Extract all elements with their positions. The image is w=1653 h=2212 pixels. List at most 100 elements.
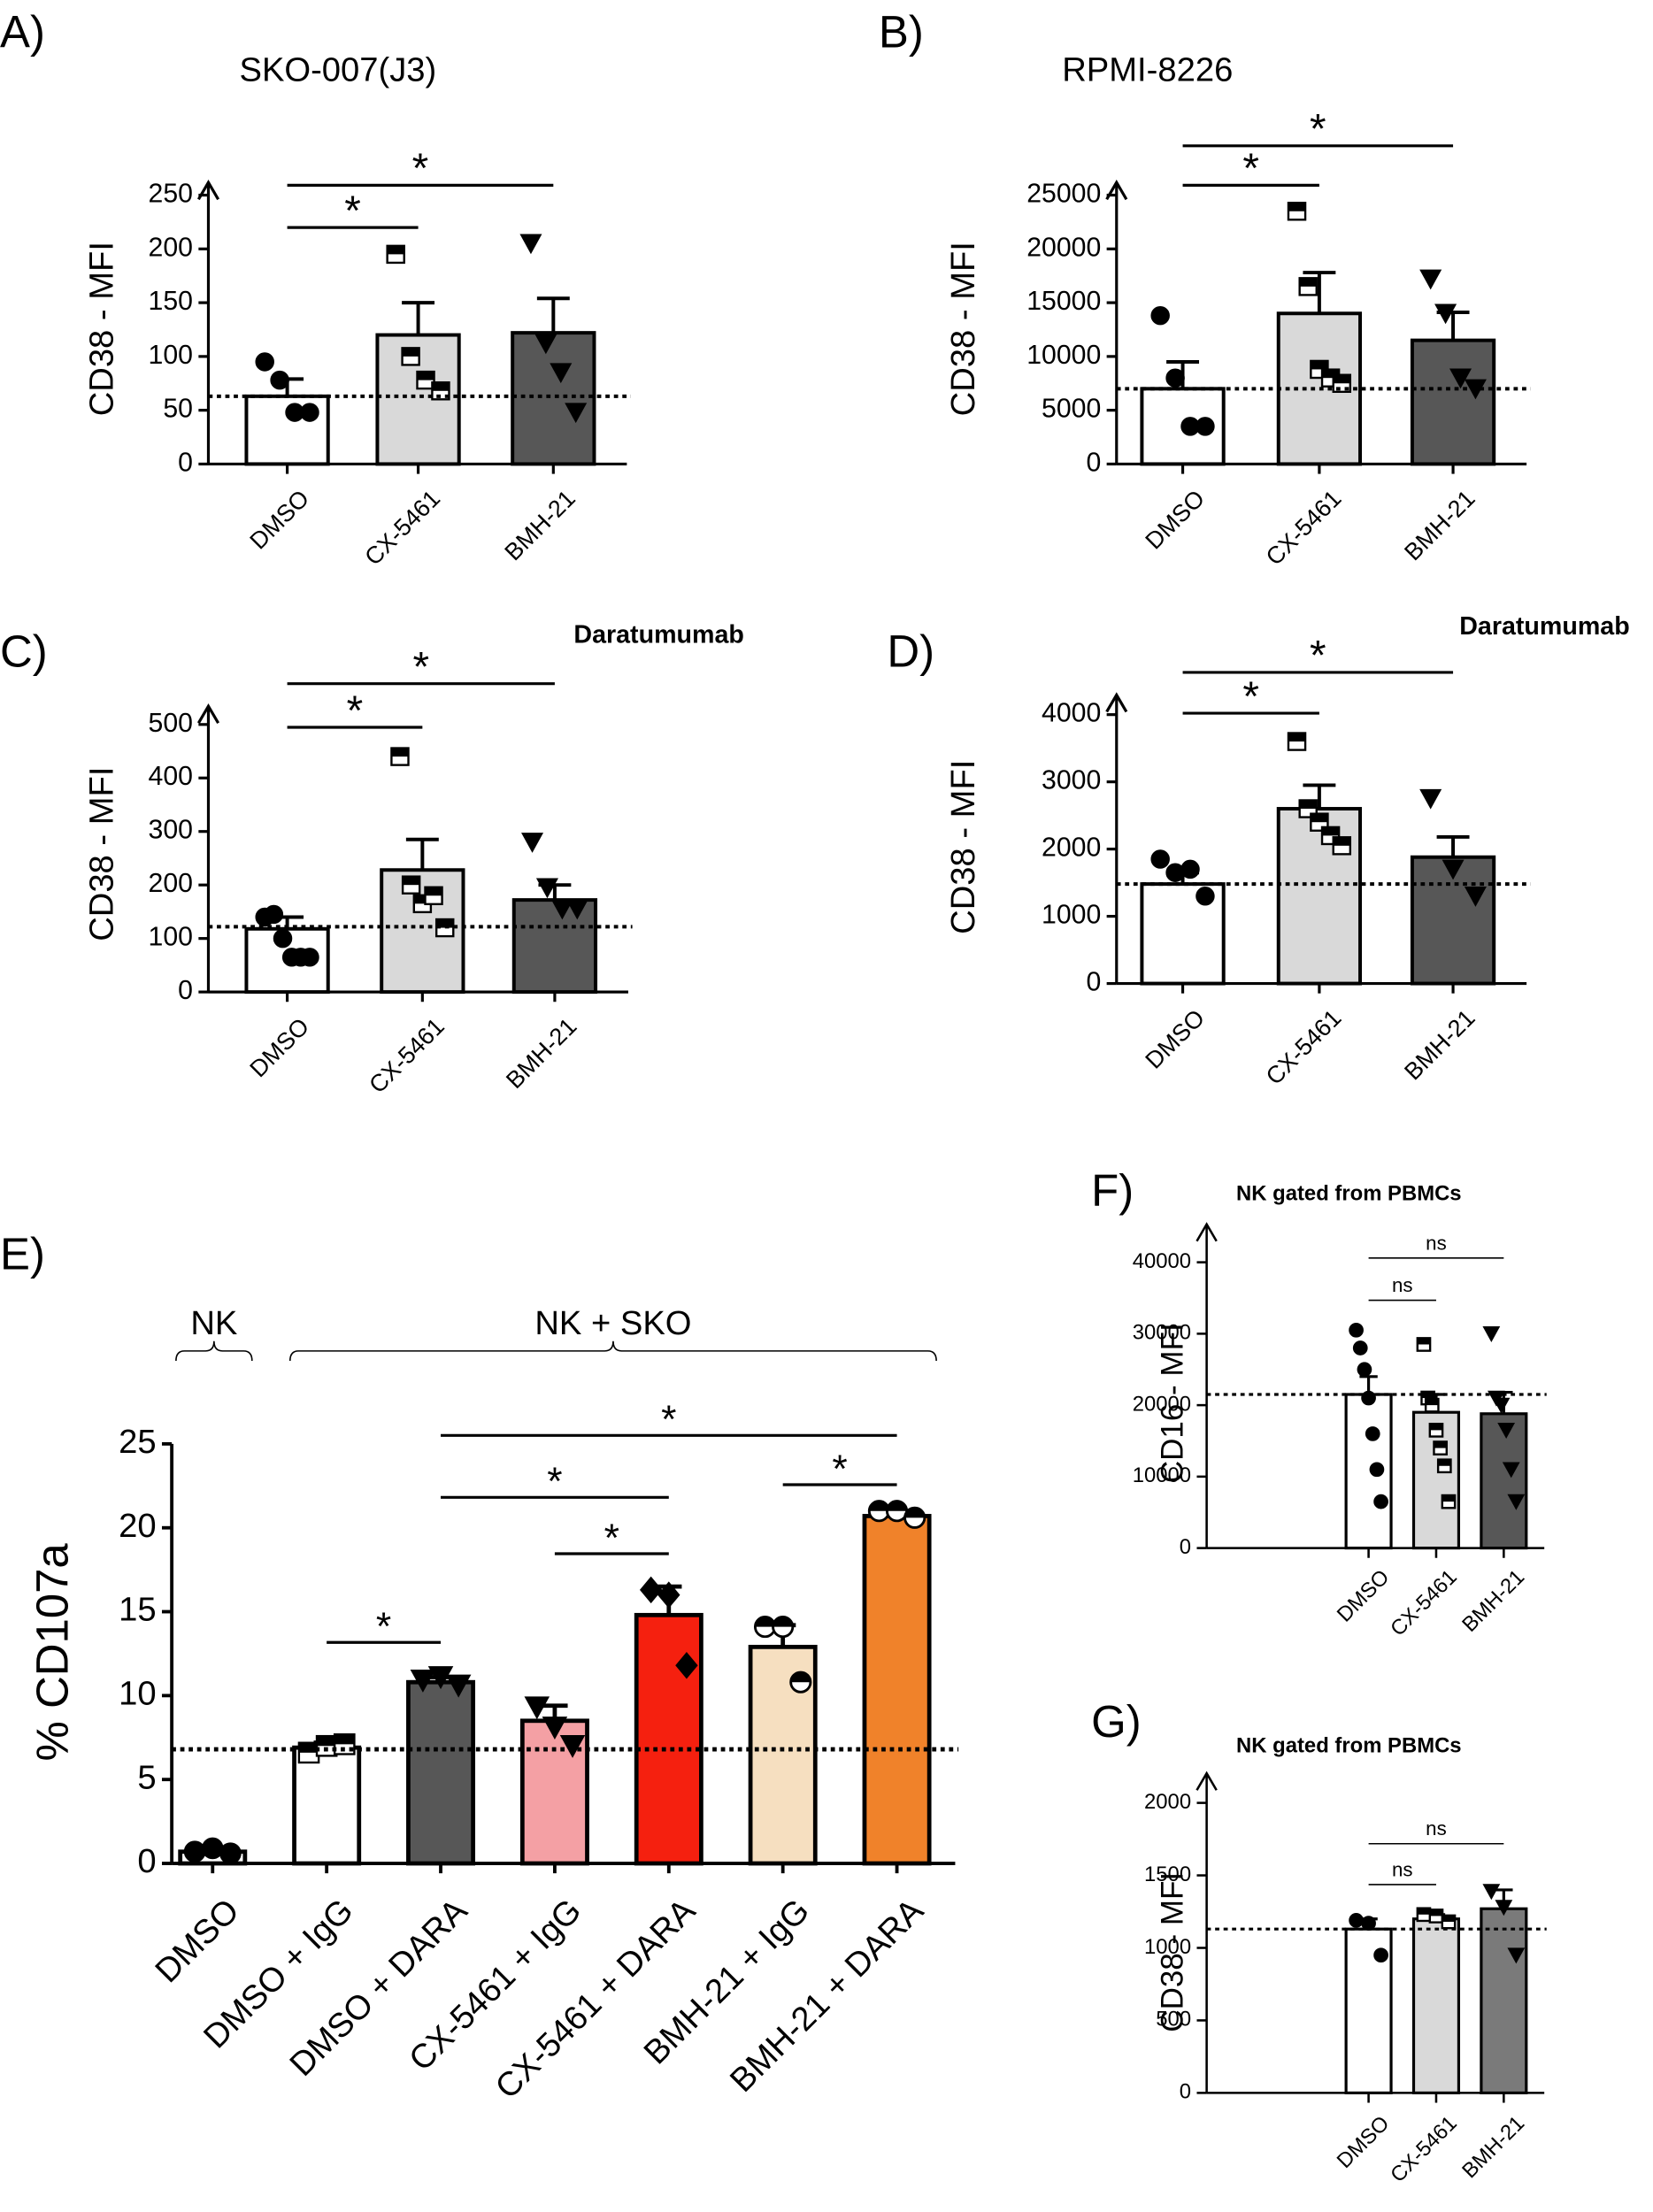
y-axis-label: CD38 - MFI bbox=[944, 760, 982, 934]
y-tick-label: 0 bbox=[137, 1842, 156, 1880]
point bbox=[1434, 303, 1457, 325]
y-tick-label: 30000 bbox=[1133, 1321, 1191, 1345]
point bbox=[1495, 1900, 1513, 1916]
point-fill bbox=[1311, 813, 1328, 823]
bar bbox=[634, 1612, 703, 1866]
significance-label: * bbox=[547, 1460, 562, 1503]
point bbox=[521, 833, 544, 853]
y-tick-label: 400 bbox=[149, 762, 193, 791]
point bbox=[1419, 788, 1442, 810]
x-tick-label: CX-5461 + DARA bbox=[488, 1891, 703, 2106]
point bbox=[1150, 305, 1170, 326]
point bbox=[657, 1581, 680, 1609]
point-fill bbox=[425, 887, 442, 896]
point bbox=[1180, 859, 1200, 879]
x-tick-label: CX-5461 bbox=[1386, 1565, 1462, 1641]
panel: G) NK gated from PBMCs CD38 - MFI 0 500 1000 1… bbox=[1091, 1696, 1547, 2187]
x-tick-label: BMH-21 bbox=[1399, 485, 1480, 565]
bar bbox=[862, 1514, 932, 1866]
point-half bbox=[904, 1508, 925, 1518]
y-axis-label: % CD107a bbox=[27, 1543, 77, 1762]
x-tick-label: DMSO bbox=[1333, 2111, 1395, 2173]
x-tick-label: CX-5461 bbox=[364, 1013, 450, 1099]
point-fill bbox=[1299, 278, 1317, 287]
point bbox=[1497, 1423, 1516, 1440]
x-tick-label: BMH-21 bbox=[1399, 1004, 1480, 1085]
panel-letter: E) bbox=[0, 1229, 45, 1279]
group-brace bbox=[288, 1340, 937, 1362]
chart-title: SKO-007(J3) bbox=[239, 51, 436, 89]
point bbox=[1441, 1494, 1457, 1509]
point bbox=[1482, 1884, 1501, 1901]
point bbox=[1373, 1947, 1388, 1963]
point bbox=[772, 1616, 795, 1639]
panel: D) Daratumumab CD38 - MFI 0 1000 2000 3000 4000… bbox=[887, 612, 1629, 1090]
point-fill bbox=[1434, 1441, 1447, 1448]
point-fill bbox=[1288, 733, 1306, 742]
significance-label: ns bbox=[1426, 1232, 1447, 1254]
point bbox=[424, 886, 443, 906]
error-bar bbox=[1303, 271, 1336, 314]
point bbox=[401, 347, 420, 366]
point bbox=[542, 1717, 568, 1740]
y-axis-arrow bbox=[1196, 1770, 1218, 1791]
y-axis-label: CD38 - MFI bbox=[82, 767, 120, 941]
y-tick-label: 20000 bbox=[1133, 1392, 1191, 1416]
y-axis-label: CD38 - MFI bbox=[1156, 1872, 1190, 2032]
x-tick-label: DMSO bbox=[245, 485, 315, 555]
bar bbox=[1410, 338, 1496, 466]
x-tick-label: CX-5461 bbox=[1261, 1004, 1347, 1090]
bar bbox=[292, 1745, 362, 1866]
y-tick-label: 20 bbox=[119, 1507, 156, 1545]
y-tick-label: 0 bbox=[1180, 1535, 1191, 1559]
point-fill bbox=[1442, 1494, 1456, 1502]
panel: F) NK gated from PBMCs CD16 - MFI 0 10000 200… bbox=[1091, 1165, 1547, 1641]
point-half bbox=[869, 1501, 889, 1511]
point bbox=[1349, 1322, 1364, 1338]
significance-label: * bbox=[604, 1517, 619, 1560]
error-bar bbox=[536, 296, 570, 334]
point-fill bbox=[432, 382, 450, 391]
point bbox=[789, 1671, 812, 1694]
point bbox=[445, 1674, 472, 1698]
y-tick-label: 0 bbox=[1180, 2080, 1191, 2104]
point bbox=[416, 370, 435, 390]
point bbox=[1507, 1947, 1526, 1964]
y-tick-label: 10 bbox=[119, 1674, 156, 1712]
panel: A) SKO-007(J3) CD38 - MFI 0 50 100 150 200 250 DM… bbox=[0, 6, 631, 571]
point-fill bbox=[1333, 374, 1350, 384]
point-fill bbox=[417, 372, 434, 380]
point bbox=[559, 1734, 586, 1758]
point-fill bbox=[403, 876, 420, 886]
point-fill bbox=[1311, 360, 1328, 370]
point bbox=[427, 1666, 454, 1690]
point bbox=[1416, 1907, 1432, 1923]
y-tick-label: 100 bbox=[149, 923, 193, 952]
y-tick-label: 25 bbox=[119, 1423, 156, 1461]
y-tick-label: 300 bbox=[149, 816, 193, 845]
x-tick-label: CX-5461 bbox=[1386, 2111, 1462, 2187]
point bbox=[1196, 887, 1215, 906]
significance-label: * bbox=[1310, 633, 1326, 680]
x-tick-label: DMSO bbox=[1333, 1565, 1395, 1627]
point bbox=[534, 334, 557, 355]
point bbox=[1428, 1909, 1444, 1924]
point bbox=[519, 234, 542, 255]
point-fill bbox=[1299, 800, 1317, 810]
point bbox=[410, 1669, 436, 1693]
error-bar bbox=[405, 837, 439, 871]
y-tick-label: 200 bbox=[149, 233, 193, 262]
point-fill bbox=[1429, 1909, 1443, 1916]
point bbox=[524, 1696, 550, 1720]
x-tick-label: BMH-21 bbox=[1457, 2111, 1529, 2183]
point bbox=[1492, 1397, 1511, 1414]
panel-letter: D) bbox=[887, 626, 934, 677]
point-fill bbox=[436, 919, 454, 928]
significance-label: * bbox=[832, 1448, 847, 1491]
y-tick-label: 0 bbox=[1086, 448, 1101, 477]
y-tick-label: 5000 bbox=[1042, 395, 1101, 424]
point bbox=[1482, 1326, 1501, 1343]
point bbox=[1365, 1426, 1380, 1441]
point-fill bbox=[334, 1734, 355, 1745]
